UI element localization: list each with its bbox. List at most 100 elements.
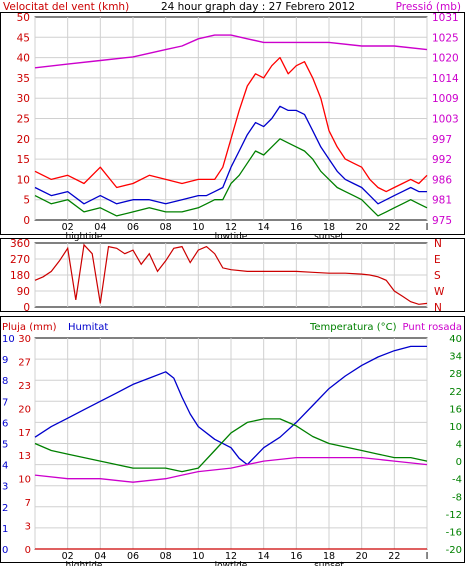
temperature-y-tick-label: 16 [449,404,462,415]
wind-pressure-x-tick-label: 10 [192,222,204,233]
wind-y-tick-label: 25 [17,114,30,126]
direction-y-tick-label: 360 [10,238,30,250]
humidity-temperature-x-tick-label: 16 [290,551,302,562]
pressure-y-tick-label: 1020 [432,53,459,65]
rain-y-tick-label: 7 [2,397,8,408]
temperature-y-tick-label: 40 [449,334,462,345]
series-wind-min-line [34,138,428,217]
wind-pressure-x-tick-label: 22 [388,222,400,233]
wind-y-tick-label: 30 [17,93,30,105]
pressure-y-tick-label: 992 [432,154,452,166]
humidity-y-tick-label: 20 [18,404,31,415]
rain-y-tick-label: 10 [2,334,15,345]
wind-pressure-x-tick-label: 18 [323,222,335,233]
rain-y-tick-label: 2 [2,503,8,514]
pressure-y-tick-label: 1003 [432,114,459,126]
temperature-y-tick-label: 10 [449,422,462,433]
temperature-y-tick-label: -8 [452,492,462,503]
humidity-temperature-x-tick-label: 20 [356,551,368,562]
humidity-y-tick-label: 10 [18,475,31,486]
rain-axis-title: Pluja (mm) [2,322,57,333]
wind-pressure-x-tick-label: I [426,222,429,233]
direction-compass-label: E [434,254,441,266]
wind-pressure-x-tick-label: 16 [290,222,302,233]
temperature-axis-title: Temperatura (°C) [309,322,397,333]
temperature-y-tick-label: -12 [446,510,462,521]
wind-y-tick-label: 20 [17,134,30,146]
wind-axis-title: Velocitat del vent (kmh) [3,1,129,13]
humidity-y-tick-label: 23 [18,381,31,392]
direction-y-tick-label: 90 [17,286,30,298]
humidity-axis-title: Humitat [68,322,108,333]
chart-title: 24 hour graph day : 27 Febrero 2012 [161,1,355,13]
humidity-temperature-x-tick-label: 18 [323,551,335,562]
wind-pressure-x-marker-label: hightide [66,232,103,242]
wind-pressure-x-tick-label: 02 [62,222,74,233]
series-temperature-line [34,418,428,473]
pressure-y-tick-label: 981 [432,195,452,207]
wind-y-tick-label: 0 [23,215,30,227]
rain-y-tick-label: 0 [2,545,8,556]
direction-compass-label: W [434,286,445,298]
humidity-y-tick-label: 27 [18,357,31,368]
humidity-temperature-x-tick-label: 08 [160,551,172,562]
humidity-y-tick-label: 17 [18,428,31,439]
temperature-y-tick-label: 34 [449,352,462,363]
wind-y-tick-label: 15 [17,154,30,166]
wind-y-tick-label: 45 [17,32,30,44]
direction-y-tick-label: 0 [23,302,30,314]
rain-y-tick-label: 4 [2,461,8,472]
wind-pressure-x-tick-label: 06 [127,222,139,233]
humidity-temperature-x-tick-label: I [426,551,429,562]
direction-compass-label: N [434,302,442,314]
humidity-y-tick-label: 0 [25,545,31,556]
direction-compass-label: N [434,238,442,250]
direction-y-tick-label: 180 [10,270,30,282]
series-direction-line [34,243,428,305]
humidity-temperature-x-tick-label: 06 [127,551,139,562]
pressure-y-tick-label: 1014 [432,73,459,85]
wind-y-tick-label: 35 [17,73,30,85]
temperature-y-tick-label: 4 [456,440,462,451]
humidity-y-tick-label: 13 [18,451,31,462]
temperature-y-tick-label: 22 [449,387,462,398]
humidity-y-tick-label: 3 [25,522,31,533]
rain-y-tick-label: 8 [2,376,8,387]
wind-y-tick-label: 40 [17,53,30,65]
humidity-temperature-x-marker-label: hightide [66,561,103,566]
series-wind-gust-line [34,56,428,193]
pressure-y-tick-label: 1031 [432,12,459,24]
pressure-y-tick-label: 997 [432,134,452,146]
dewpoint-axis-title: Punt rosada [403,322,462,333]
wind-y-tick-label: 50 [17,12,30,24]
rain-y-tick-label: 5 [2,440,8,451]
humidity-temperature-x-tick-label: 02 [62,551,74,562]
humidity-y-tick-label: 7 [25,498,31,509]
humidity-temperature-x-marker-label: sunset [314,561,344,566]
wind-pressure-x-marker-label: sunset [314,232,344,242]
direction-compass-label: S [434,270,441,282]
temperature-y-tick-label: -20 [446,545,462,556]
wind-pressure-x-tick-label: 20 [356,222,368,233]
temperature-y-tick-label: 28 [449,369,462,380]
pressure-y-tick-label: 1009 [432,93,459,105]
rain-y-tick-label: 3 [2,482,8,493]
temperature-y-tick-label: -4 [452,475,462,486]
pressure-y-tick-label: 1025 [432,32,459,44]
series-wind-avg-line [34,105,427,205]
wind-pressure-x-marker-label: lowtide [215,232,248,242]
wind-pressure-x-tick-label: 14 [258,222,270,233]
pressure-y-tick-label: 986 [432,174,452,186]
series-humidity-line [34,345,427,466]
series-dewpoint-line [34,456,428,483]
pressure-axis-title: Pressió (mb) [396,1,461,13]
humidity-temperature-x-tick-label: 12 [225,551,237,562]
humidity-temperature-x-tick-label: 04 [94,551,106,562]
wind-pressure-x-tick-label: 08 [160,222,172,233]
temperature-y-tick-label: 0 [456,457,462,468]
rain-y-tick-label: 6 [2,418,8,429]
rain-y-tick-label: 1 [2,524,8,535]
rain-y-tick-label: 9 [2,355,8,366]
